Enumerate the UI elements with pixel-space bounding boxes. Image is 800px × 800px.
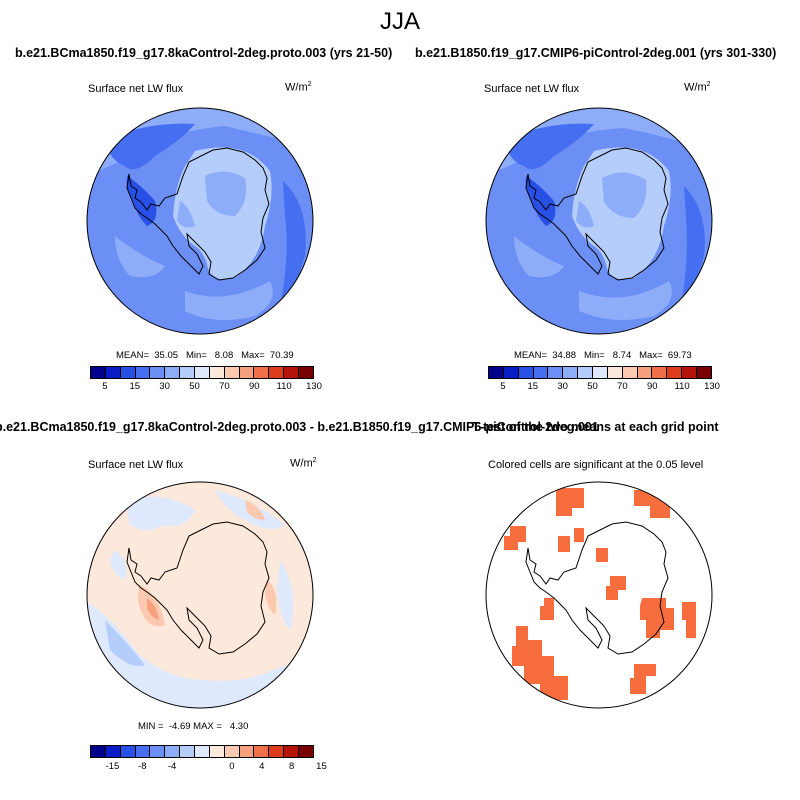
case1-colorbar-swatch — [299, 367, 313, 378]
case1-polar-map — [86, 107, 314, 335]
case1-colorbar — [90, 366, 314, 379]
difference-colorbar-swatch — [180, 746, 196, 757]
case1-units: W/m2 — [285, 81, 312, 94]
case2-colorbar-swatch — [607, 367, 623, 378]
case1-colorbar-tick-label: 50 — [189, 381, 200, 392]
case1-colorbar-swatch — [105, 367, 121, 378]
case1-colorbar-tick-label: 90 — [248, 381, 260, 392]
case1-colorbar-swatch — [195, 367, 210, 378]
case1-colorbar-swatch — [135, 367, 151, 378]
case1-title: b.e21.BCma1850.f19_g17.8kaControl-2deg.p… — [15, 46, 393, 60]
case1-colorbar-swatch — [209, 367, 225, 378]
difference-colorbar-swatch — [284, 746, 300, 757]
difference-colorbar-tick-label: 15 — [316, 761, 327, 772]
difference-title: b.e21.BCma1850.f19_g17.8kaControl-2deg.p… — [0, 420, 599, 434]
case2-polar-map — [485, 107, 713, 335]
difference-colorbar-tick-label: 0 — [229, 761, 235, 772]
difference-colorbar-swatch — [254, 746, 270, 757]
case2-colorbar-swatch — [563, 367, 579, 378]
difference-colorbar-tick-label: -4 — [167, 761, 177, 772]
case2-colorbar-tick-label: 110 — [674, 381, 690, 392]
case2-colorbar-swatch — [593, 367, 608, 378]
case1-colorbar-tick-label: 130 — [306, 381, 322, 392]
case2-colorbar-swatch — [652, 367, 668, 378]
case2-colorbar-swatch — [697, 367, 711, 378]
case2-colorbar-tick-label: 70 — [617, 381, 628, 392]
difference-colorbar-tick-label: -15 — [105, 761, 120, 772]
case2-colorbar-swatch — [682, 367, 698, 378]
case2-colorbar-swatch — [637, 367, 653, 378]
ttest-title: T-test of the two means at each grid poi… — [472, 420, 719, 434]
case2-colorbar-swatch — [548, 367, 564, 378]
case1-colorbar-tick-label: 15 — [129, 381, 141, 392]
ttest-polar-map — [485, 481, 713, 709]
case1-colorbar-tick-label: 110 — [276, 381, 292, 392]
case2-colorbar — [488, 366, 712, 379]
case1-colorbar-swatch — [150, 367, 166, 378]
main-title: JJA — [379, 8, 420, 35]
difference-colorbar-ticks: -15 -8 -4 0 4 8 15 — [90, 761, 327, 773]
case2-stats: MEAN= 34.88 Min= 8.74 Max= 69.73 — [514, 350, 692, 361]
difference-colorbar-tick-label: -8 — [138, 761, 147, 772]
difference-colorbar-swatch — [150, 746, 166, 757]
case2-colorbar-swatch — [622, 367, 638, 378]
case1-colorbar-swatch — [165, 367, 181, 378]
difference-colorbar-tick-label: 8 — [288, 761, 295, 772]
case2-colorbar-tick-label: 90 — [646, 381, 658, 392]
case1-colorbar-tick-label: 5 — [102, 381, 108, 392]
case2-colorbar-swatch — [578, 367, 594, 378]
case2-colorbar-swatch — [489, 367, 504, 378]
case1-colorbar-ticks: 5 15 30 50 70 90 110 130 — [90, 381, 322, 393]
difference-colorbar-swatch — [269, 746, 285, 757]
difference-colorbar-swatch — [224, 746, 240, 757]
difference-units: W/m2 — [290, 457, 317, 470]
case1-colorbar-swatch — [120, 367, 136, 378]
case1-colorbar-tick-label: 70 — [219, 381, 230, 392]
difference-colorbar-tick-label: 4 — [259, 761, 265, 772]
case2-colorbar-tick-label: 130 — [704, 381, 720, 392]
case2-colorbar-tick-label: 30 — [557, 381, 568, 392]
case2-variable-label: Surface net LW flux — [484, 83, 580, 95]
difference-colorbar-swatch — [209, 746, 225, 757]
case1-colorbar-swatch — [180, 367, 196, 378]
case2-colorbar-ticks: 5 15 30 50 70 90 110 130 — [488, 381, 720, 393]
case1-colorbar-swatch — [239, 367, 255, 378]
case2-colorbar-swatch — [518, 367, 534, 378]
difference-stats: MIN = -4.69 MAX = 4.30 — [138, 721, 249, 732]
difference-colorbar-swatch — [105, 746, 121, 757]
case1-colorbar-swatch — [224, 367, 240, 378]
difference-colorbar-swatch — [91, 746, 106, 757]
case1-colorbar-swatch — [254, 367, 270, 378]
case2-colorbar-tick-label: 15 — [527, 381, 539, 392]
difference-colorbar-swatch — [135, 746, 151, 757]
case2-title: b.e21.B1850.f19_g17.CMIP6-piControl-2deg… — [415, 46, 777, 60]
case1-stats: MEAN= 35.05 Min= 8.08 Max= 70.39 — [116, 350, 294, 361]
case1-colorbar-swatch — [269, 367, 285, 378]
difference-colorbar — [90, 745, 314, 758]
case1-colorbar-swatch — [284, 367, 300, 378]
difference-colorbar-swatch — [120, 746, 136, 757]
difference-colorbar-swatch — [165, 746, 181, 757]
case2-colorbar-swatch — [533, 367, 549, 378]
difference-polar-map — [86, 481, 314, 709]
case1-colorbar-swatch — [91, 367, 106, 378]
difference-colorbar-swatch — [195, 746, 210, 757]
difference-colorbar-swatch — [239, 746, 255, 757]
ttest-note: Colored cells are significant at the 0.0… — [488, 459, 704, 471]
case2-units: W/m2 — [684, 81, 711, 94]
case2-colorbar-swatch — [503, 367, 519, 378]
case1-colorbar-tick-label: 30 — [159, 381, 170, 392]
case2-colorbar-tick-label: 5 — [500, 381, 506, 392]
case2-colorbar-swatch — [667, 367, 683, 378]
difference-colorbar-swatch — [299, 746, 313, 757]
difference-variable-label: Surface net LW flux — [88, 459, 184, 471]
case2-colorbar-tick-label: 50 — [587, 381, 598, 392]
case1-variable-label: Surface net LW flux — [88, 83, 184, 95]
